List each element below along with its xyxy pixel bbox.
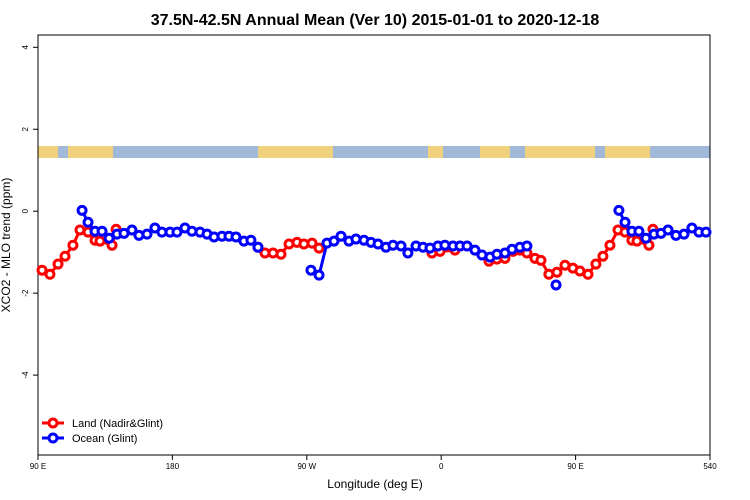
y-tick-label: -4	[21, 371, 30, 379]
point	[550, 279, 562, 291]
point	[313, 269, 325, 281]
point	[521, 240, 533, 252]
y-tick-label: 2	[21, 126, 30, 131]
point	[469, 244, 481, 256]
point	[597, 250, 609, 262]
point	[461, 240, 473, 252]
x-tick-label: 180	[166, 462, 180, 471]
point	[619, 216, 631, 228]
point	[67, 239, 79, 251]
point	[613, 204, 625, 216]
point	[700, 226, 712, 238]
x-tick-label: 0	[439, 462, 444, 471]
y-tick-label: 4	[21, 45, 30, 50]
x-tick-label: 90 E	[30, 462, 46, 471]
point	[678, 228, 690, 240]
legend-label: Ocean (Glint)	[72, 433, 137, 445]
point	[305, 264, 317, 276]
point	[94, 235, 106, 247]
y-tick-label: 0	[21, 208, 30, 213]
point	[313, 242, 325, 254]
legend-marker	[47, 417, 59, 429]
point	[76, 204, 88, 216]
point	[640, 232, 652, 244]
point	[252, 241, 264, 253]
point	[44, 268, 56, 280]
point	[633, 225, 645, 237]
point	[126, 224, 138, 236]
point	[103, 232, 115, 244]
point	[402, 247, 414, 259]
chart-title: 37.5N-42.5N Annual Mean (Ver 10) 2015-01…	[151, 12, 600, 29]
point	[590, 258, 602, 270]
point	[96, 225, 108, 237]
point	[395, 240, 407, 252]
point	[631, 235, 643, 247]
point	[230, 231, 242, 243]
point	[171, 226, 183, 238]
map-strip	[38, 146, 710, 158]
legend-marker	[47, 432, 59, 444]
x-tick-label: 90 E	[567, 462, 583, 471]
point	[582, 268, 594, 280]
point	[604, 239, 616, 251]
point	[306, 237, 318, 249]
x-axis-label: Longitude (deg E)	[327, 477, 422, 491]
legend-label: Land (Nadir&Glint)	[72, 418, 163, 430]
point	[662, 224, 674, 236]
point	[36, 264, 48, 276]
x-tick-label: 90 W	[297, 462, 316, 471]
point	[275, 248, 287, 260]
point	[52, 258, 64, 270]
x-tick-label: 540	[703, 462, 717, 471]
point	[335, 230, 347, 242]
point	[551, 266, 563, 278]
point	[328, 235, 340, 247]
point	[82, 216, 94, 228]
y-tick-label: -2	[21, 289, 30, 297]
plot-frame	[37, 34, 711, 456]
point	[59, 250, 71, 262]
point	[245, 234, 257, 246]
point	[141, 228, 153, 240]
point	[535, 254, 547, 266]
y-axis-label: XCO2 - MLO trend (ppm)	[0, 178, 13, 313]
